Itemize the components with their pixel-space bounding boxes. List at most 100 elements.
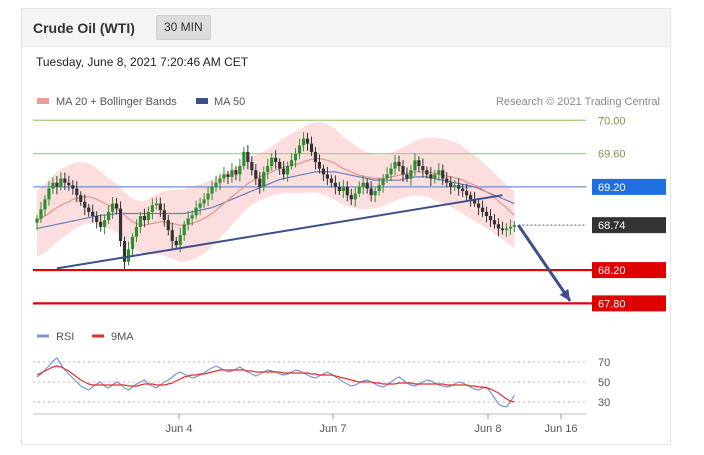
candle-body: [134, 226, 139, 237]
level-label: 67.80: [598, 298, 626, 310]
candle-body: [425, 170, 429, 175]
candle-body: [99, 221, 103, 227]
candle-body: [222, 174, 226, 179]
candle-body: [210, 186, 214, 194]
candle-body: [349, 195, 353, 200]
candle-body: [39, 209, 43, 219]
time-axis: Jun 4 Jun 7 Jun 8 Jun 16: [33, 413, 586, 435]
candle-body: [214, 182, 218, 187]
level-badge: [592, 217, 666, 234]
candle-body: [488, 216, 493, 221]
candle-body: [63, 178, 67, 183]
instrument-title: Crude Oil (WTI): [33, 20, 135, 36]
candle-body: [226, 174, 230, 177]
candle-body: [154, 203, 158, 206]
candle-body: [381, 178, 385, 186]
candle-body: [504, 228, 509, 231]
rsi-ma-legend-label: 9MA: [111, 331, 134, 343]
candle-body: [413, 160, 417, 171]
candle-body: [393, 161, 397, 169]
price-plot: 70.00 69.60 69.20 68.74 68.20 67.80: [33, 115, 666, 312]
candle-body: [51, 182, 55, 189]
candle-body: [297, 145, 302, 154]
candle-body: [373, 191, 377, 196]
candle-body: [206, 193, 210, 200]
forecast-arrow-shaft: [517, 224, 572, 302]
rsi-tick-label: 30: [598, 397, 610, 409]
candle-body: [309, 143, 314, 152]
candle-body: [500, 228, 505, 231]
candle-body: [218, 178, 222, 183]
candle-body: [461, 188, 465, 192]
time-tick-label: Jun 7: [320, 423, 347, 435]
candle-body: [433, 174, 437, 179]
candle-body: [202, 199, 206, 204]
candle-body: [107, 211, 111, 221]
candle-body: [254, 170, 258, 179]
candle-body: [43, 199, 47, 210]
candle-body: [469, 195, 473, 200]
candle-body: [345, 186, 349, 196]
candle-body: [238, 166, 242, 175]
rsi-tick-label: 70: [598, 357, 610, 369]
candle-body: [59, 178, 63, 187]
timeframe-button[interactable]: 30 MIN: [156, 15, 211, 40]
candle-body: [377, 185, 381, 192]
candle-body: [234, 170, 238, 175]
candle-body: [91, 211, 95, 216]
level-label: 70.00: [598, 115, 626, 127]
candle-body: [301, 138, 306, 146]
legend-swatch-ma20: [37, 98, 49, 104]
candle-body: [262, 171, 266, 187]
candle-body: [492, 220, 497, 225]
timestamp: Tuesday, June 8, 2021 7:20:46 AM CET: [36, 55, 249, 69]
candle-body: [512, 225, 516, 227]
candle-body: [266, 166, 270, 172]
research-credit: Research © 2021 Trading Central: [496, 96, 660, 108]
candle-body: [198, 203, 202, 208]
rsi-legend-label: RSI: [56, 331, 74, 343]
candle-body: [289, 160, 294, 167]
candle-body: [317, 161, 322, 169]
candle-body: [357, 186, 361, 194]
candle-body: [476, 203, 481, 208]
candle-body: [230, 170, 234, 177]
level-label: 68.20: [598, 265, 626, 277]
candle-body: [126, 249, 131, 262]
candle-body: [274, 157, 278, 162]
candle-body: [35, 218, 39, 223]
level-badge: [592, 178, 666, 195]
candle-body: [75, 188, 79, 196]
candle-body: [353, 193, 357, 200]
candle-body: [480, 207, 485, 212]
candle-body: [337, 186, 341, 192]
candle-body: [361, 182, 365, 187]
candle-body: [397, 161, 401, 167]
candle-body: [87, 207, 91, 212]
candle-body: [389, 168, 393, 175]
level-badge: [592, 262, 666, 279]
candle-body: [333, 182, 337, 187]
candle-body: [341, 186, 345, 192]
candle-body: [250, 161, 254, 171]
forecast-arrowhead: [559, 288, 571, 301]
candle-body: [158, 203, 162, 211]
candle-body: [47, 188, 51, 200]
candle-body: [170, 230, 174, 241]
time-tick-label: Jun 8: [475, 423, 502, 435]
rsi-ma-line: [36, 365, 515, 403]
candle-body: [83, 201, 87, 208]
candle-body: [182, 224, 186, 236]
candle-body: [449, 182, 453, 187]
candle-body: [138, 216, 143, 227]
candle-body: [286, 166, 290, 175]
candle-body: [258, 178, 262, 187]
candle-body: [246, 151, 250, 162]
candle-body: [421, 166, 425, 171]
candle-body: [242, 151, 246, 167]
time-tick-label: Jun 16: [544, 423, 577, 435]
candle-body: [453, 185, 457, 187]
candle-body: [441, 170, 445, 179]
candle-body: [305, 138, 310, 144]
candle-body: [150, 205, 154, 212]
